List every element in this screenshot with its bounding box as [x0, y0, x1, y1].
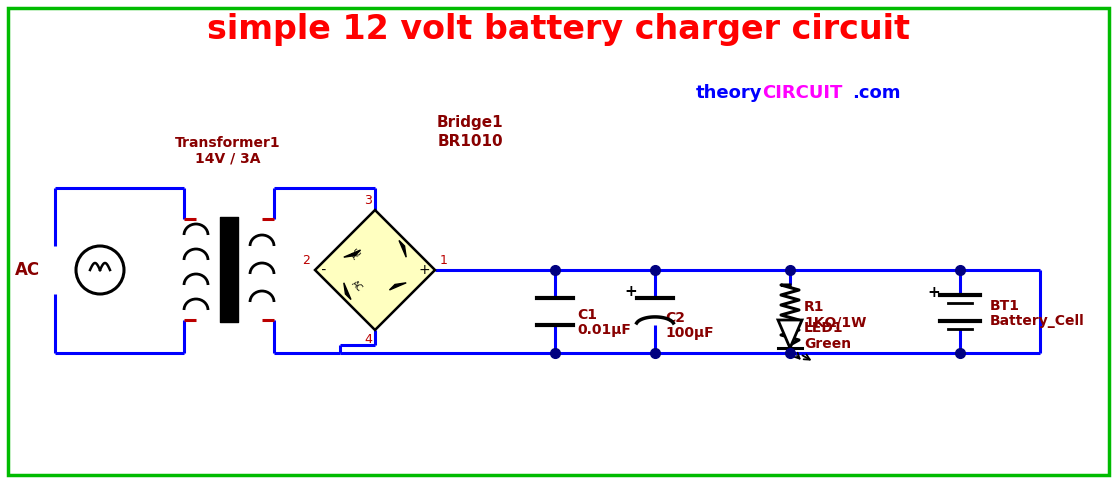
Text: CIRCUIT: CIRCUIT — [762, 84, 842, 102]
Text: AC: AC — [15, 261, 40, 279]
Text: 100μF: 100μF — [665, 326, 714, 340]
Text: 4: 4 — [364, 333, 372, 346]
Polygon shape — [399, 241, 407, 257]
Text: -: - — [317, 263, 326, 277]
Text: 3: 3 — [364, 194, 372, 207]
Polygon shape — [344, 283, 351, 299]
Text: 14V / 3A: 14V / 3A — [195, 151, 260, 165]
Text: +: + — [927, 285, 941, 300]
Text: BR1010: BR1010 — [437, 133, 503, 148]
Text: 1KΩ/1W: 1KΩ/1W — [804, 316, 867, 330]
Polygon shape — [344, 250, 361, 257]
Text: BT1: BT1 — [990, 299, 1020, 313]
Text: AC: AC — [350, 247, 364, 261]
Text: C1: C1 — [577, 308, 596, 322]
Text: +: + — [624, 284, 638, 299]
Polygon shape — [779, 320, 802, 348]
Text: C2: C2 — [665, 311, 685, 325]
Text: 0.01μF: 0.01μF — [577, 323, 631, 337]
Text: theory: theory — [696, 84, 762, 102]
Text: R1: R1 — [804, 300, 824, 314]
Text: 1: 1 — [440, 254, 448, 267]
Text: Bridge1: Bridge1 — [437, 115, 504, 130]
Text: 2: 2 — [302, 254, 311, 267]
Text: .com: .com — [852, 84, 900, 102]
Text: +: + — [419, 263, 430, 277]
Text: Green: Green — [804, 337, 851, 351]
Text: Battery_Cell: Battery_Cell — [990, 314, 1085, 328]
Polygon shape — [390, 283, 407, 290]
Text: simple 12 volt battery charger circuit: simple 12 volt battery charger circuit — [207, 14, 909, 46]
Polygon shape — [315, 210, 435, 330]
Text: AC: AC — [350, 279, 364, 293]
Text: LED1: LED1 — [804, 321, 843, 335]
Text: Transformer1: Transformer1 — [175, 136, 280, 150]
